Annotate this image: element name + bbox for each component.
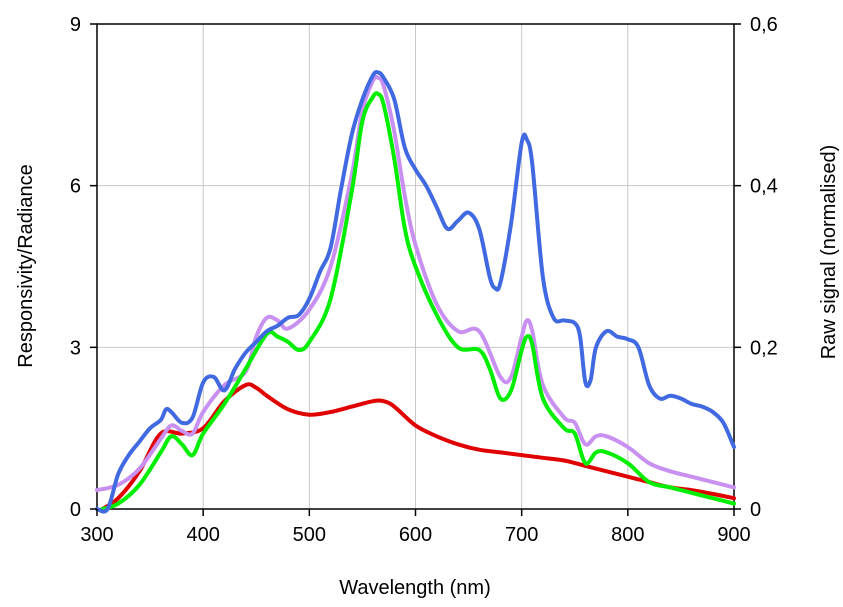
- grid-lines: [97, 24, 734, 509]
- y2-tick-label: 0,4: [750, 176, 778, 198]
- x-tick-label: 800: [611, 524, 644, 546]
- y2-tick-label: 0,6: [750, 14, 778, 36]
- y-tick-label: 9: [70, 14, 81, 36]
- x-tick-label: 700: [505, 524, 538, 546]
- x-tick-label: 600: [399, 524, 432, 546]
- series-line-4: [95, 69, 736, 514]
- y-axis-label: Responsivity/Radiance: [15, 164, 37, 367]
- y2-axis-label: Raw signal (normalised): [818, 145, 840, 360]
- x-tick-label: 300: [80, 524, 113, 546]
- y-tick-label: 6: [70, 176, 81, 198]
- y-tick-label: 3: [70, 337, 81, 359]
- x-tick-label: 900: [717, 524, 750, 546]
- axis-ticks: [90, 23, 741, 516]
- series-layer: [95, 69, 736, 514]
- y2-tick-label: 0: [750, 499, 761, 521]
- y-tick-label: 0: [70, 499, 81, 521]
- x-tick-label: 500: [293, 524, 326, 546]
- y2-tick-label: 0,2: [750, 337, 778, 359]
- series-line-2: [95, 74, 736, 493]
- x-axis-label: Wavelength (nm): [339, 577, 491, 599]
- series-line-3: [100, 91, 736, 511]
- x-tick-label: 400: [186, 524, 219, 546]
